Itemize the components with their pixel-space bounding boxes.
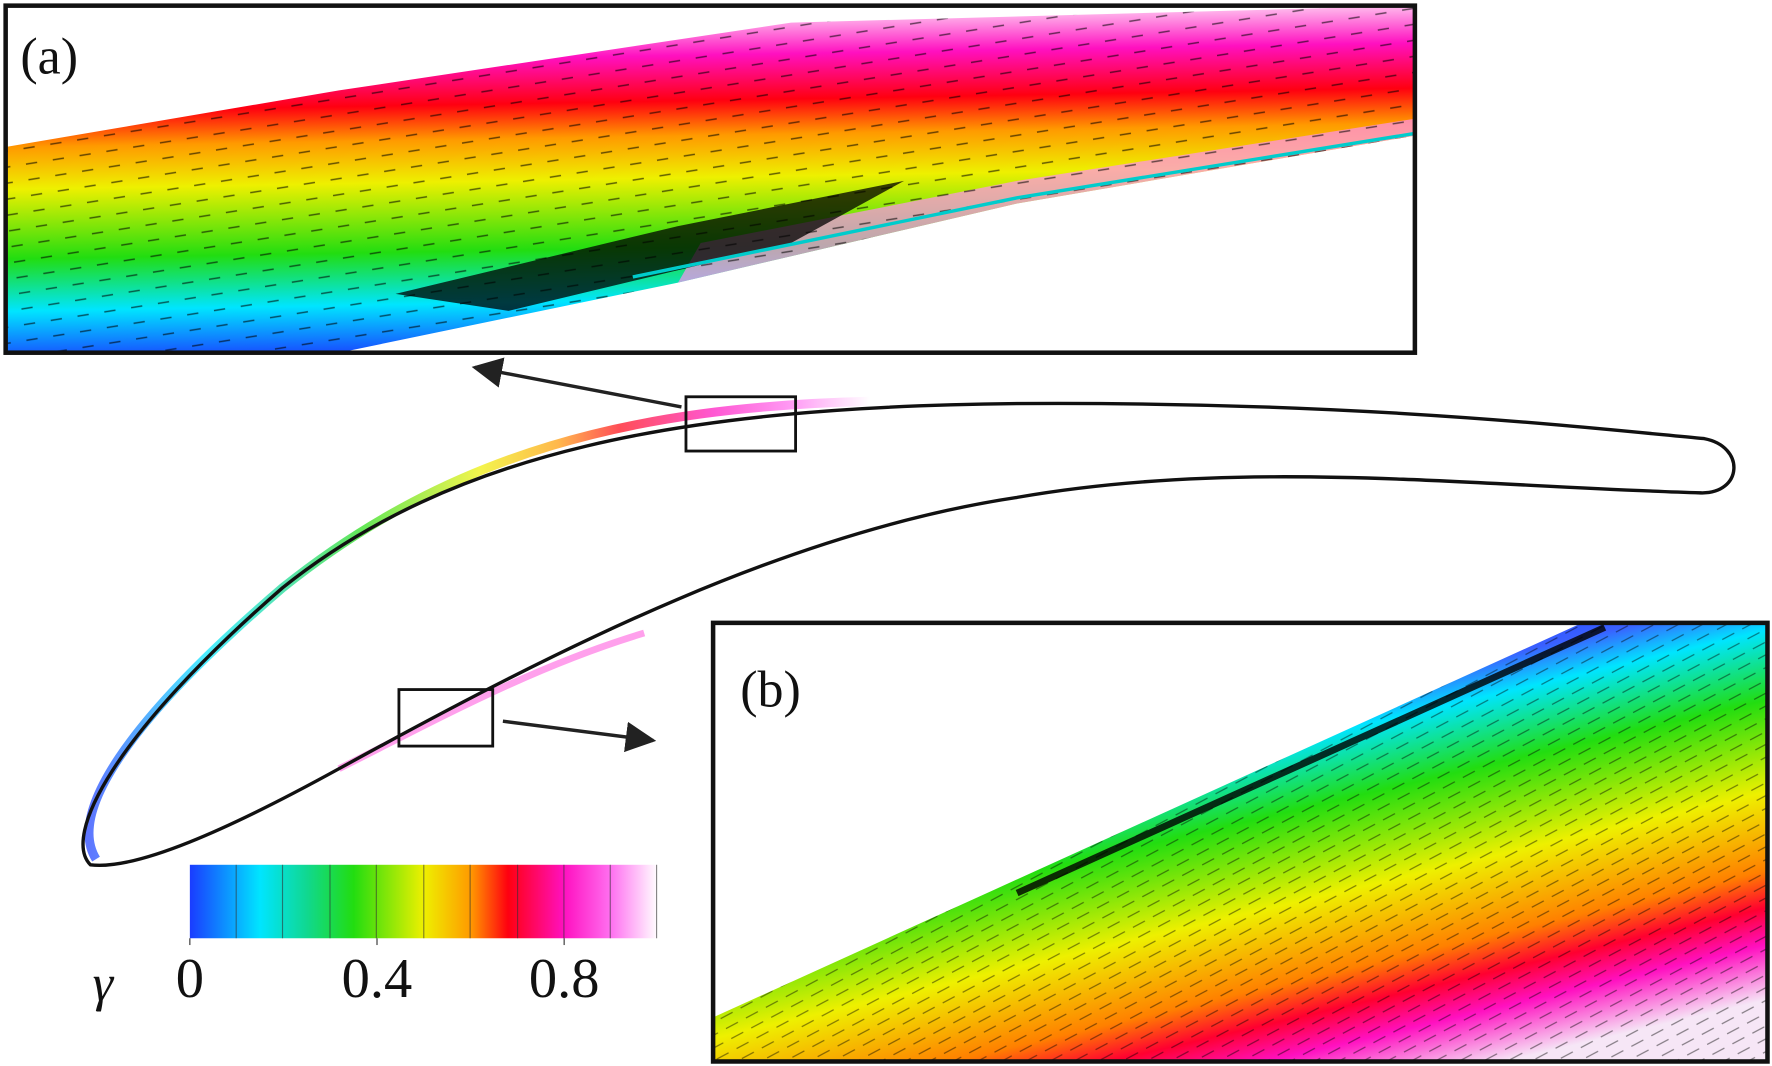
- boundary-layer: [84, 396, 871, 862]
- arrow: [502, 719, 657, 753]
- colorbar-tick-label: 0.8: [529, 948, 600, 1010]
- airfoil: [81, 401, 1736, 868]
- panel-label: (b): [740, 662, 801, 719]
- panel-a-frame: [3, 3, 1418, 355]
- colorbar-tick-label: 0.4: [342, 948, 413, 1010]
- zoom-box: [684, 395, 798, 453]
- arrow: [471, 357, 682, 409]
- panel-a-field: [5, 5, 1415, 353]
- panel-b-field: [713, 622, 1768, 1062]
- colorbar-label: γ: [93, 955, 115, 1012]
- colorbar-tick-label: 0: [176, 948, 204, 1010]
- panel-b-frame: [710, 620, 1770, 1064]
- panel-label: (a): [20, 28, 78, 85]
- zoom-box: [397, 688, 495, 748]
- colorbar-dividers: [235, 864, 658, 939]
